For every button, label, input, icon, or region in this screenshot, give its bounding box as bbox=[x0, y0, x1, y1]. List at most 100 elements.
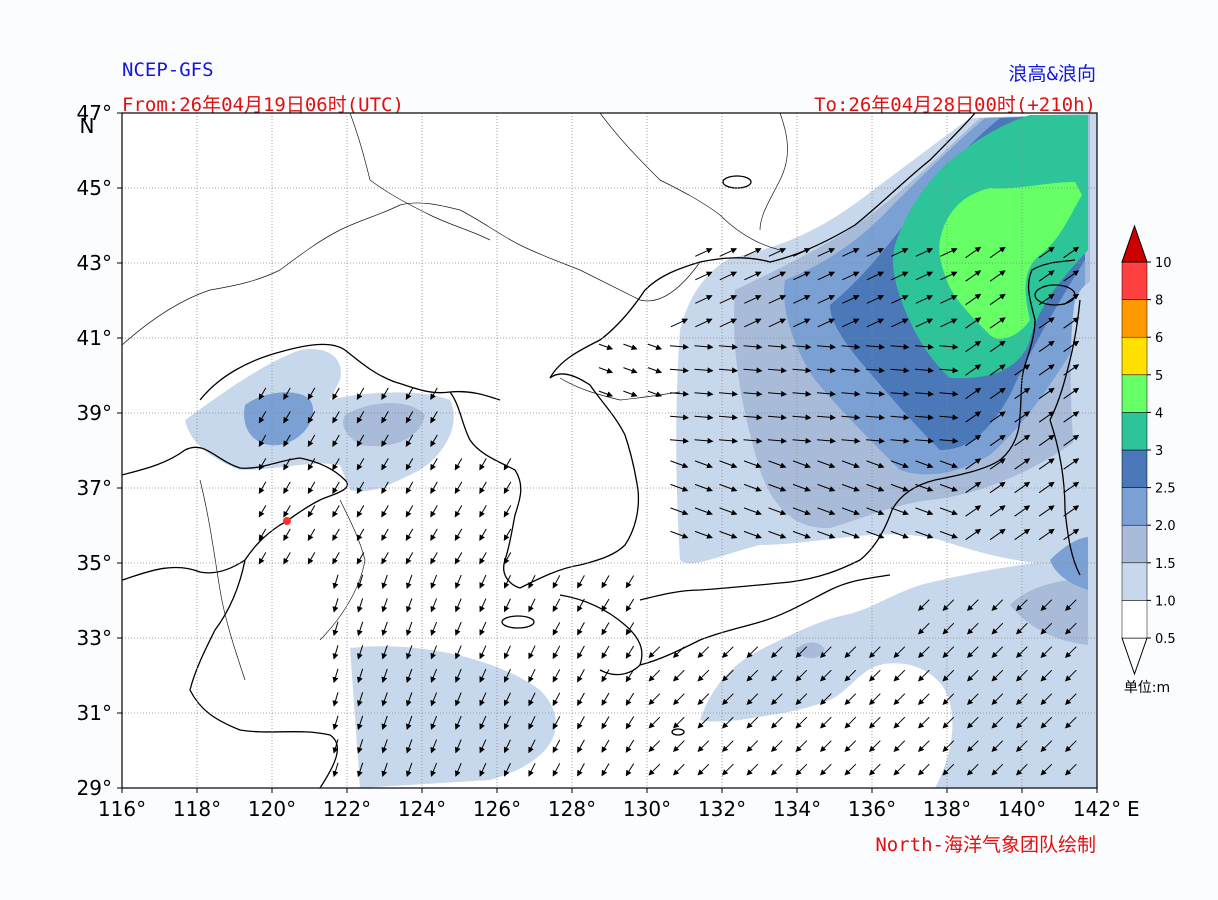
wave-arrow bbox=[357, 715, 364, 731]
colorbar-level-label: 4 bbox=[1155, 406, 1163, 421]
wave-arrow bbox=[479, 552, 487, 565]
wave-arrow bbox=[625, 669, 635, 683]
wave-arrow bbox=[1063, 458, 1080, 470]
wave-arrow bbox=[989, 528, 1006, 541]
wave-arrow bbox=[942, 669, 955, 682]
lon-tick-label: 118° bbox=[173, 797, 221, 821]
wave-arrow bbox=[332, 411, 340, 424]
wave-arrow bbox=[965, 364, 982, 376]
wave-arrow bbox=[965, 458, 982, 470]
wave-arrow bbox=[669, 367, 689, 374]
wave-arrow bbox=[697, 646, 710, 659]
wave-arrow bbox=[841, 390, 861, 397]
wave-arrow bbox=[454, 528, 463, 541]
wave-arrow bbox=[890, 507, 909, 516]
wave-arrow bbox=[479, 481, 487, 494]
wave-arrow bbox=[694, 437, 714, 444]
wave-arrow bbox=[381, 481, 389, 494]
wave-arrow bbox=[479, 692, 487, 707]
wave-arrow bbox=[528, 762, 536, 777]
wave-arrow bbox=[625, 645, 635, 659]
wave-arrow bbox=[743, 507, 762, 516]
colorbar-level-label: 1.0 bbox=[1155, 594, 1176, 609]
wave-arrow bbox=[719, 530, 738, 539]
wave-arrow bbox=[842, 248, 860, 257]
wave-arrow bbox=[405, 528, 414, 541]
wave-arrow bbox=[332, 668, 339, 684]
wave-arrow bbox=[965, 246, 982, 259]
lat-tick-label: 39° bbox=[77, 401, 112, 425]
wave-arrow bbox=[1064, 740, 1077, 753]
wave-arrow bbox=[356, 552, 365, 565]
wave-arrow bbox=[503, 528, 512, 541]
contour-1.0-bohai bbox=[185, 349, 454, 492]
wave-arrow bbox=[1038, 293, 1055, 306]
colorbar-level-label: 2.0 bbox=[1155, 519, 1176, 534]
wave-arrow bbox=[940, 248, 958, 257]
wave-arrow bbox=[625, 739, 635, 753]
wave-arrow bbox=[695, 271, 713, 281]
lon-tick-label: 120° bbox=[248, 797, 296, 821]
wave-arrow bbox=[695, 318, 713, 328]
wave-arrow bbox=[743, 483, 762, 492]
wave-arrow bbox=[1064, 646, 1077, 659]
wave-arrow bbox=[965, 387, 982, 400]
wave-arrow bbox=[914, 437, 934, 444]
wave-arrow bbox=[890, 367, 910, 374]
wave-arrow bbox=[816, 437, 836, 444]
wave-arrow bbox=[381, 621, 388, 637]
wave-arrow bbox=[914, 414, 934, 421]
wave-arrow bbox=[719, 460, 738, 469]
wave-arrow bbox=[307, 411, 316, 424]
lon-tick-label: 134° bbox=[773, 797, 821, 821]
wave-arrow bbox=[648, 763, 661, 776]
wave-arrow bbox=[405, 387, 414, 400]
wave-arrow bbox=[648, 646, 661, 659]
lon-tick-label: 122° bbox=[323, 797, 371, 821]
wave-arrow bbox=[841, 507, 860, 516]
wave-arrow bbox=[1038, 317, 1055, 329]
wave-arrow bbox=[866, 248, 885, 257]
wave-arrow bbox=[430, 528, 438, 541]
wave-arrow bbox=[1015, 740, 1028, 753]
wave-arrow bbox=[768, 530, 787, 539]
wave-arrow bbox=[697, 693, 710, 706]
wave-arrow bbox=[357, 598, 364, 613]
wave-arrow bbox=[454, 692, 462, 707]
wave-arrow bbox=[1040, 693, 1053, 706]
wave-arrow bbox=[528, 739, 536, 754]
wave-arrow bbox=[1038, 528, 1055, 541]
credit-label: North-海洋气象团队绘制 bbox=[875, 834, 1096, 856]
wave-arrow bbox=[891, 318, 909, 328]
wave-arrow bbox=[697, 716, 710, 729]
wave-arrow bbox=[283, 387, 291, 400]
wave-arrow bbox=[479, 598, 487, 613]
colorbar-segment bbox=[1121, 374, 1148, 413]
colorbar-segment bbox=[1121, 261, 1148, 300]
wave-arrow bbox=[694, 414, 714, 421]
wave-arrow bbox=[454, 715, 462, 730]
wave-arrow bbox=[917, 716, 930, 729]
wave-arrow bbox=[942, 716, 955, 729]
wave-arrow bbox=[817, 318, 836, 328]
wave-arrow bbox=[1064, 669, 1077, 682]
wave-arrow bbox=[1063, 364, 1080, 376]
lat-tick-label: 47° bbox=[77, 101, 112, 125]
wave-arrow bbox=[743, 390, 763, 397]
wave-arrow bbox=[939, 343, 959, 350]
lat-tick-label: 29° bbox=[77, 776, 112, 800]
model-label: NCEP-GFS bbox=[122, 59, 214, 81]
wave-arrow bbox=[577, 739, 585, 753]
wave-arrow bbox=[332, 458, 340, 471]
wave-arrow bbox=[917, 622, 930, 635]
wave-arrow bbox=[768, 507, 787, 516]
wave-arrow bbox=[719, 248, 738, 257]
wave-arrow bbox=[865, 390, 885, 397]
wave-arrow bbox=[942, 763, 955, 776]
wave-arrow bbox=[743, 414, 763, 421]
wave-arrow bbox=[670, 483, 689, 492]
wave-arrow bbox=[601, 669, 610, 683]
wave-arrow bbox=[792, 437, 812, 444]
wave-arrow bbox=[1040, 763, 1053, 776]
wave-arrow bbox=[991, 740, 1004, 753]
